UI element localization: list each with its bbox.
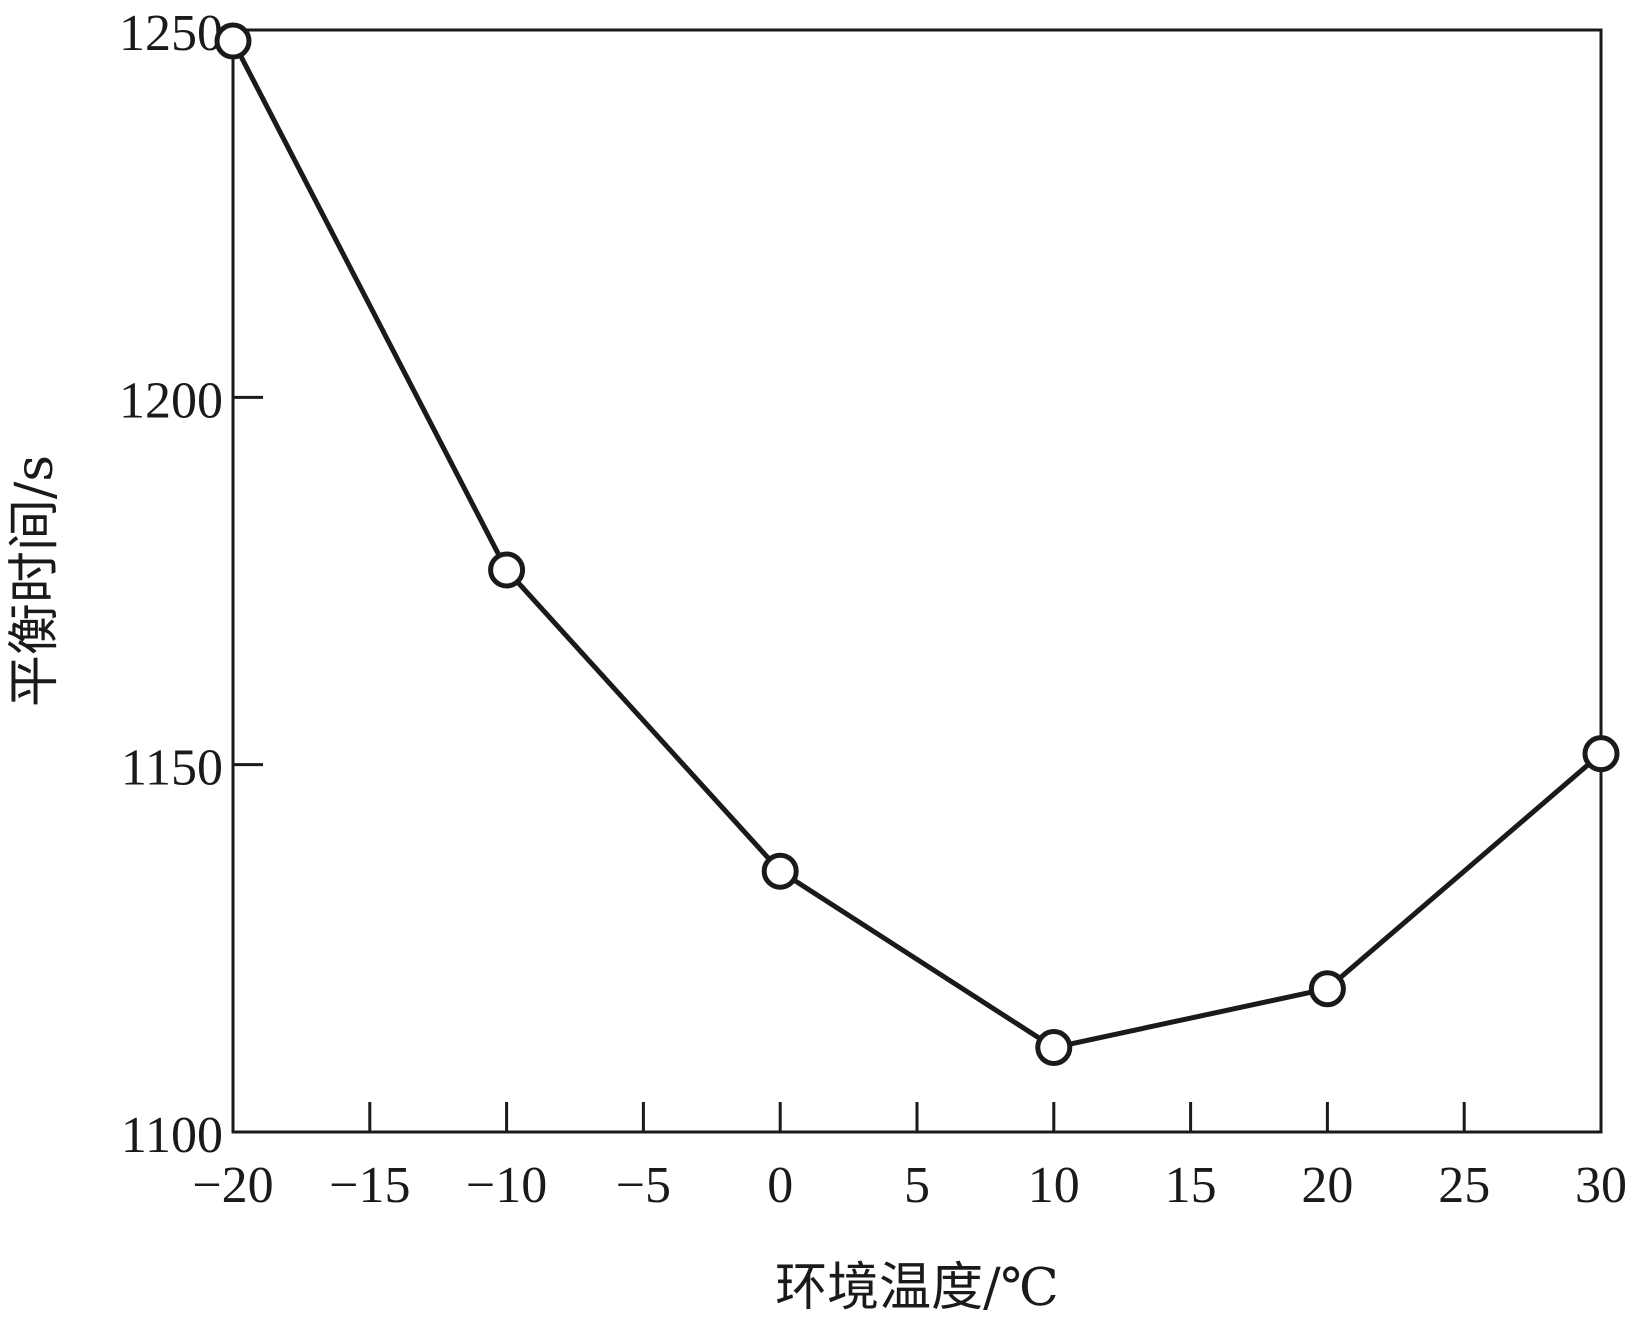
x-tick-label: 25 <box>1438 1157 1490 1214</box>
data-point-marker <box>1035 1029 1073 1067</box>
x-tick-label: −5 <box>616 1157 671 1214</box>
x-tick-label: 30 <box>1575 1157 1627 1214</box>
y-tick-label: 1200 <box>119 372 223 429</box>
y-tick-label: 1250 <box>119 5 223 62</box>
data-point-marker <box>214 22 252 60</box>
y-tick-label: 1100 <box>121 1107 223 1164</box>
x-tick-label: 0 <box>767 1157 793 1214</box>
x-axis-title: 环境温度/℃ <box>775 1258 1059 1318</box>
plot-frame <box>231 28 1603 1134</box>
x-tick-label: 15 <box>1165 1157 1217 1214</box>
data-point-marker <box>761 852 799 890</box>
x-tick-label: 5 <box>904 1157 930 1214</box>
x-tick-label: −15 <box>329 1157 410 1214</box>
series-line <box>230 39 1603 1051</box>
x-axis-tick-labels: −20 −15 −10 −5 0 5 10 15 20 25 30 <box>192 1157 1627 1214</box>
data-point-marker <box>1308 970 1346 1008</box>
series-group <box>214 22 1620 1067</box>
data-point-marker <box>488 551 526 589</box>
x-tick-label: −10 <box>466 1157 547 1214</box>
y-axis-ticks <box>233 395 263 767</box>
x-tick-label: 10 <box>1028 1157 1080 1214</box>
y-tick-label: 1150 <box>121 740 223 797</box>
data-point-marker <box>1582 735 1620 773</box>
y-axis-title: 平衡时间/s <box>5 455 65 707</box>
x-tick-label: −20 <box>192 1157 273 1214</box>
y-axis-tick-labels: 1100 1150 1200 1250 <box>119 5 223 1164</box>
x-axis-ticks <box>368 1102 1466 1132</box>
x-tick-label: 20 <box>1301 1157 1353 1214</box>
